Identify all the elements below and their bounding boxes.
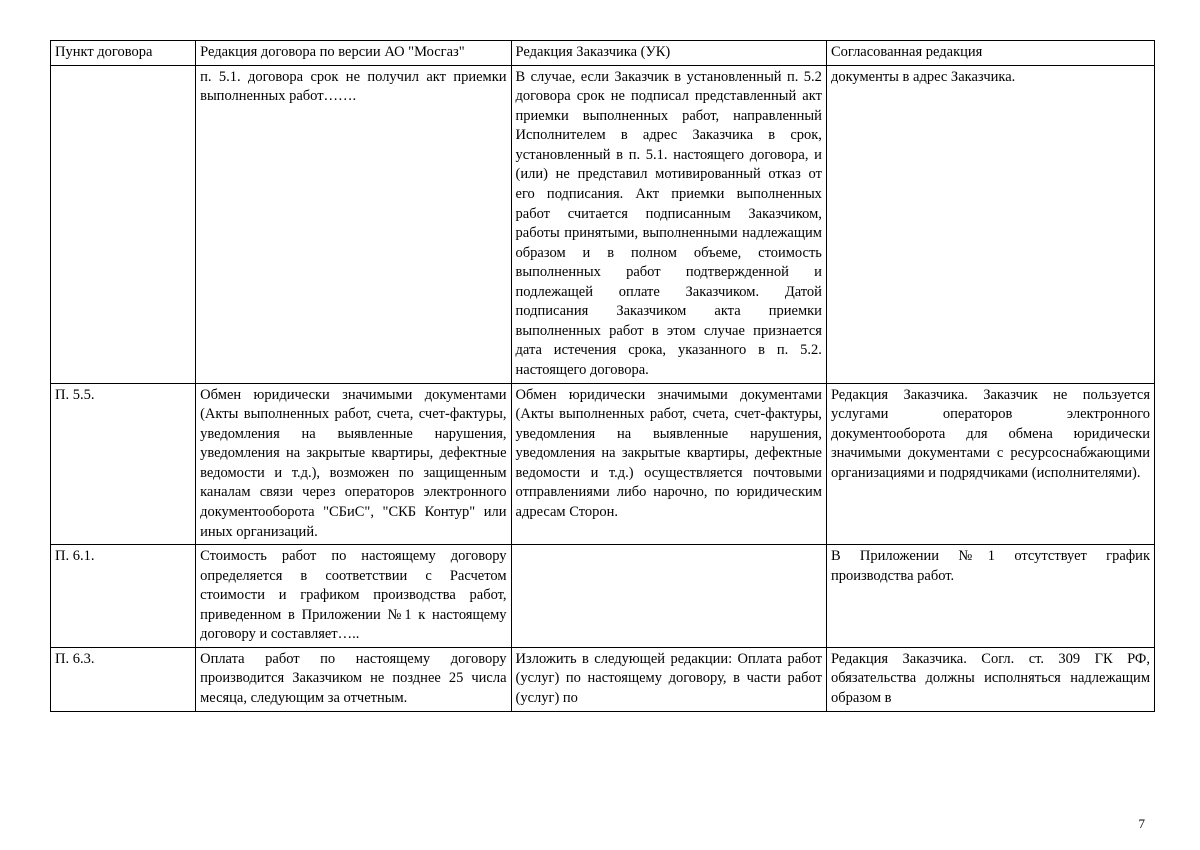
cell-client: В случае, если Заказчик в установленный … [511, 65, 826, 383]
cell-mosgaz: Обмен юридически значимыми документами (… [196, 383, 511, 545]
header-col-1: Редакция договора по версии АО "Мосгаз" [196, 41, 511, 66]
header-col-0: Пункт договора [51, 41, 196, 66]
cell-point [51, 65, 196, 383]
table-row: П. 6.3. Оплата работ по настоящему догов… [51, 647, 1155, 711]
cell-agreed: Редакция Заказчика. Заказчик не пользует… [826, 383, 1154, 545]
cell-agreed: документы в адрес Заказчика. [826, 65, 1154, 383]
header-col-3: Согласованная редакция [826, 41, 1154, 66]
cell-mosgaz: Стоимость работ по настоящему договору о… [196, 545, 511, 648]
page-number: 7 [1139, 816, 1146, 832]
cell-mosgaz: п. 5.1. договора срок не получил акт при… [196, 65, 511, 383]
comparison-table: Пункт договора Редакция договора по верс… [50, 40, 1155, 712]
cell-client: Обмен юридически значимыми документами (… [511, 383, 826, 545]
table-header-row: Пункт договора Редакция договора по верс… [51, 41, 1155, 66]
table-row: П. 5.5. Обмен юридически значимыми докум… [51, 383, 1155, 545]
cell-point: П. 6.1. [51, 545, 196, 648]
header-col-2: Редакция Заказчика (УК) [511, 41, 826, 66]
table-row: П. 6.1. Стоимость работ по настоящему до… [51, 545, 1155, 648]
table-row: п. 5.1. договора срок не получил акт при… [51, 65, 1155, 383]
cell-agreed: В Приложении №1 отсутствует график произ… [826, 545, 1154, 648]
cell-agreed: Редакция Заказчика. Согл. ст. 309 ГК РФ,… [826, 647, 1154, 711]
cell-client [511, 545, 826, 648]
cell-point: П. 6.3. [51, 647, 196, 711]
cell-point: П. 5.5. [51, 383, 196, 545]
cell-client: Изложить в следующей редакции: Оплата ра… [511, 647, 826, 711]
cell-mosgaz: Оплата работ по настоящему договору прои… [196, 647, 511, 711]
